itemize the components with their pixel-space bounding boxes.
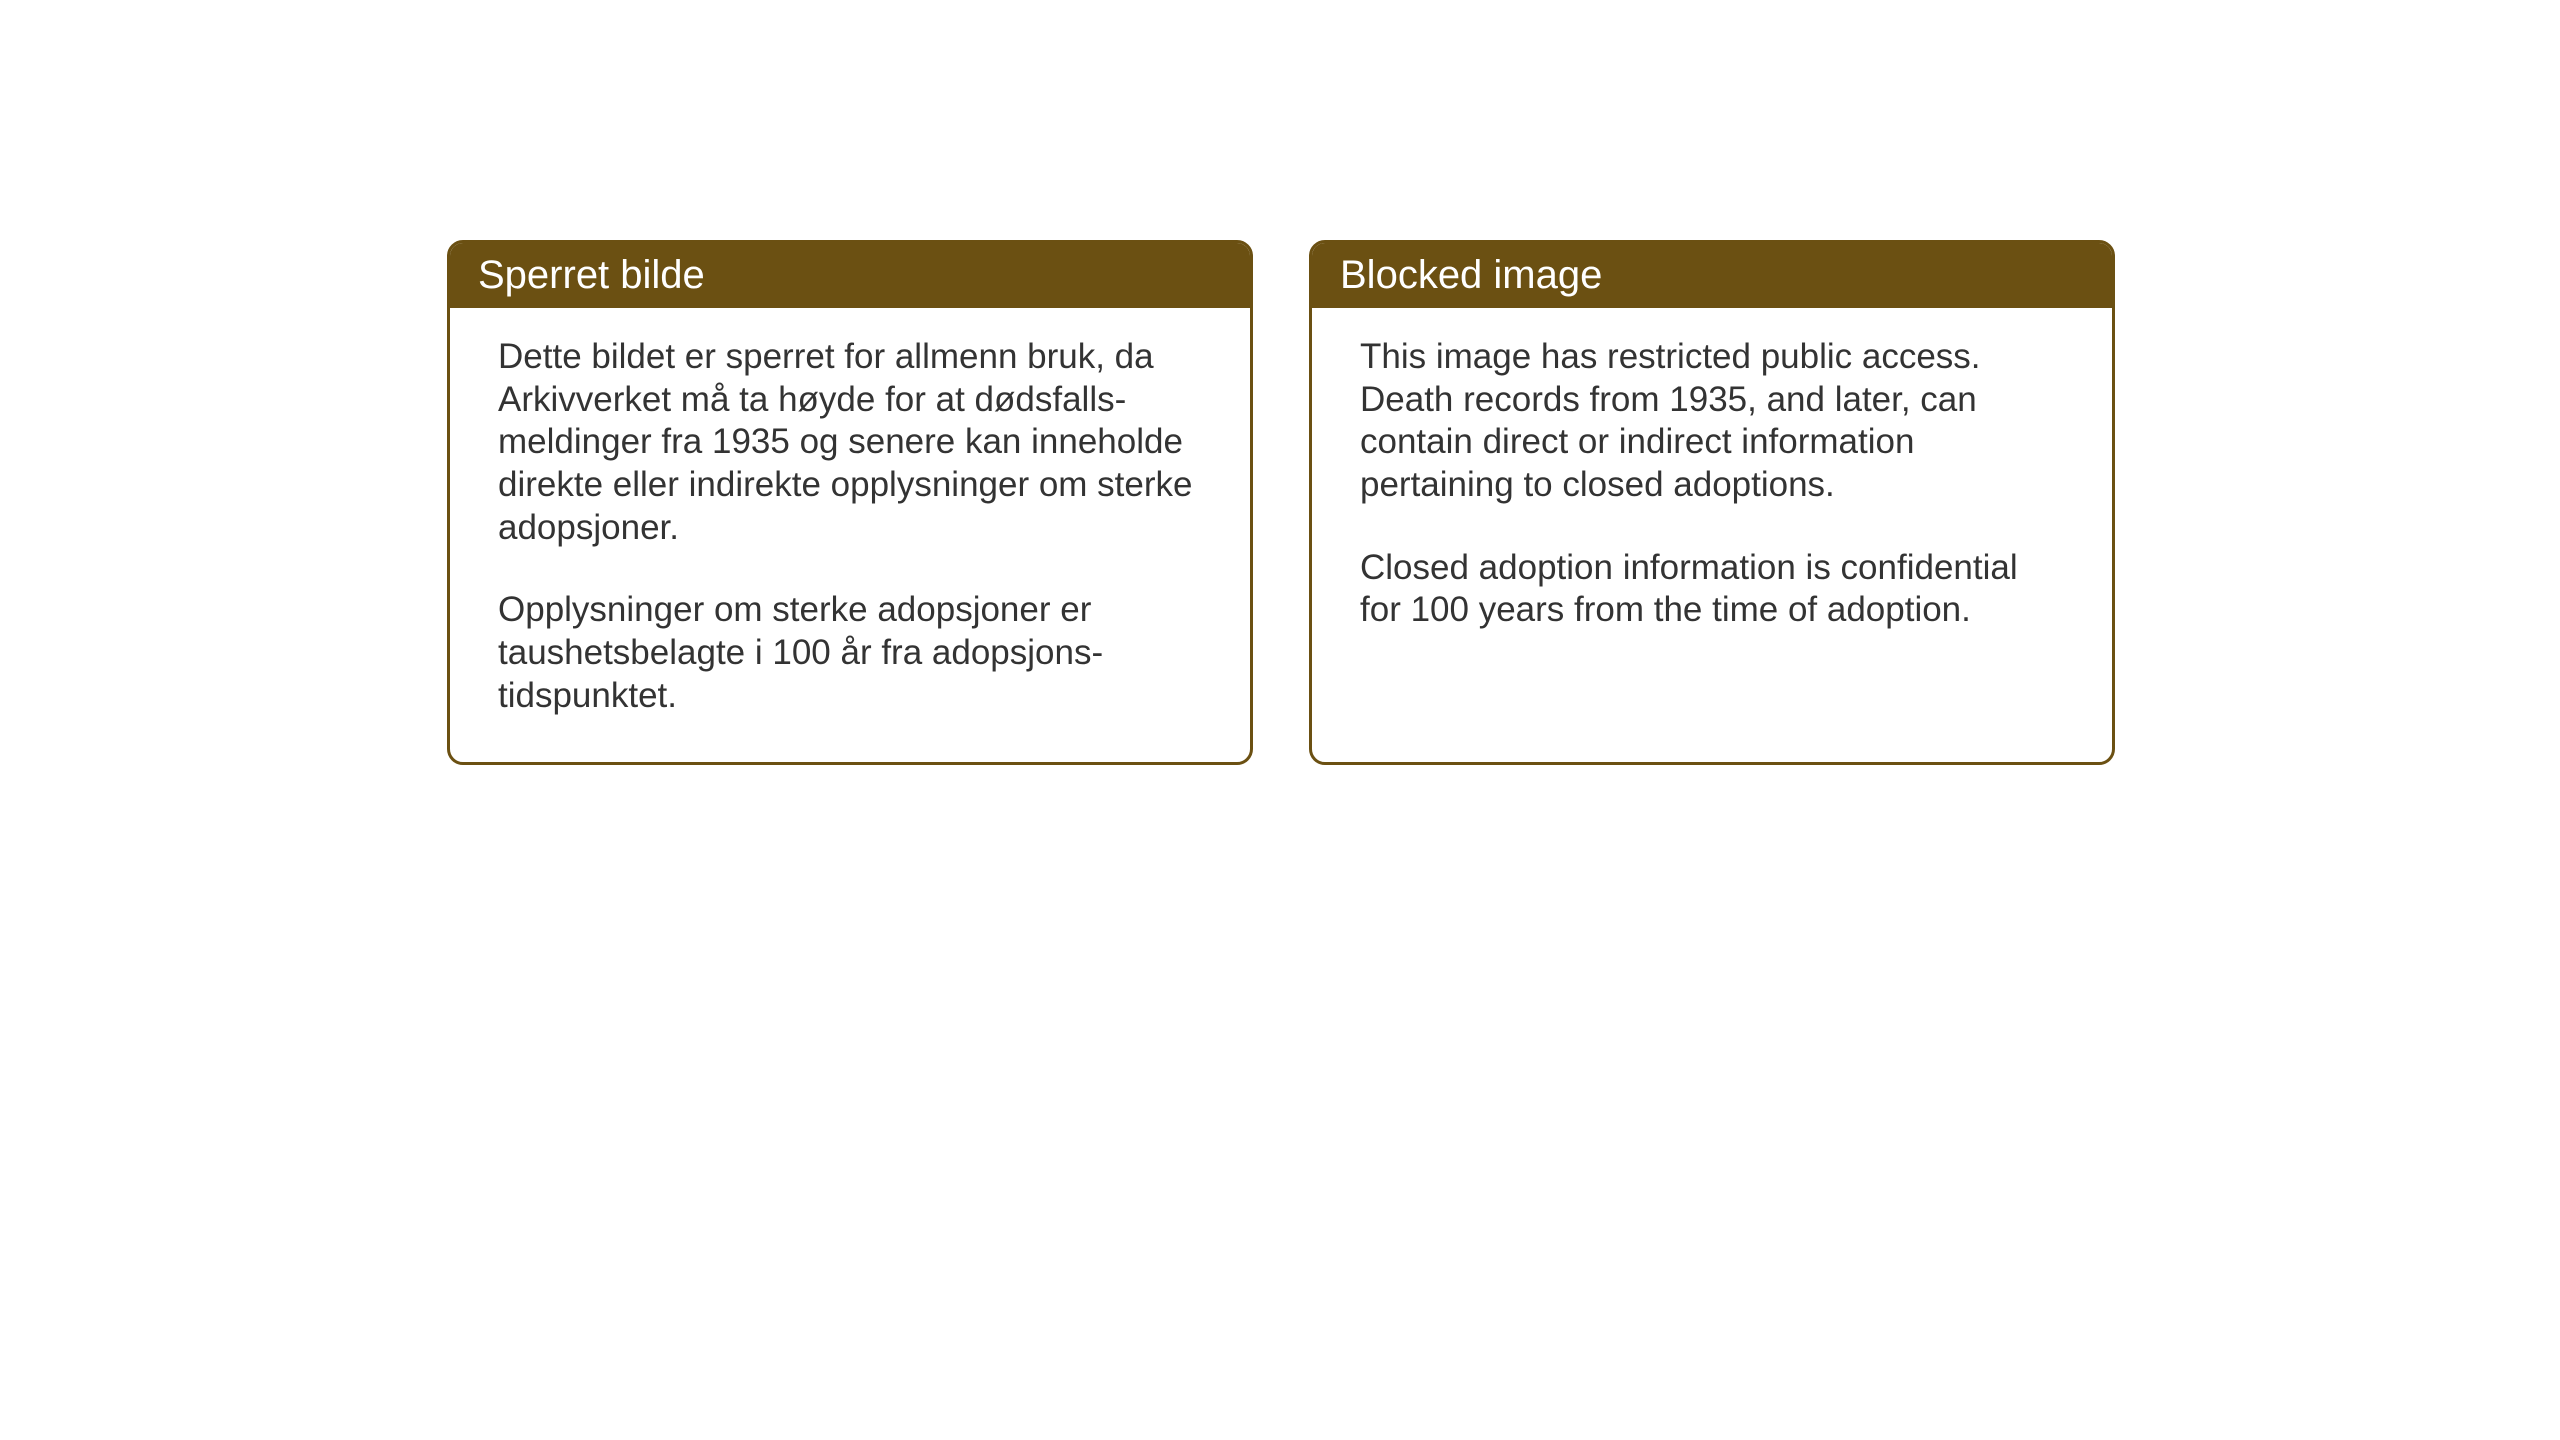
card-header-norwegian: Sperret bilde [450, 243, 1250, 308]
card-paragraph-1-english: This image has restricted public access.… [1360, 336, 2064, 507]
cards-container: Sperret bilde Dette bildet er sperret fo… [447, 240, 2115, 765]
card-title-norwegian: Sperret bilde [478, 253, 705, 297]
card-body-norwegian: Dette bildet er sperret for allmenn bruk… [450, 308, 1250, 762]
card-title-english: Blocked image [1340, 253, 1602, 297]
card-header-english: Blocked image [1312, 243, 2112, 308]
card-body-english: This image has restricted public access.… [1312, 308, 2112, 676]
card-paragraph-1-norwegian: Dette bildet er sperret for allmenn bruk… [498, 336, 1202, 549]
card-english: Blocked image This image has restricted … [1309, 240, 2115, 765]
card-paragraph-2-norwegian: Opplysninger om sterke adopsjoner er tau… [498, 589, 1202, 717]
card-norwegian: Sperret bilde Dette bildet er sperret fo… [447, 240, 1253, 765]
card-paragraph-2-english: Closed adoption information is confident… [1360, 547, 2064, 632]
